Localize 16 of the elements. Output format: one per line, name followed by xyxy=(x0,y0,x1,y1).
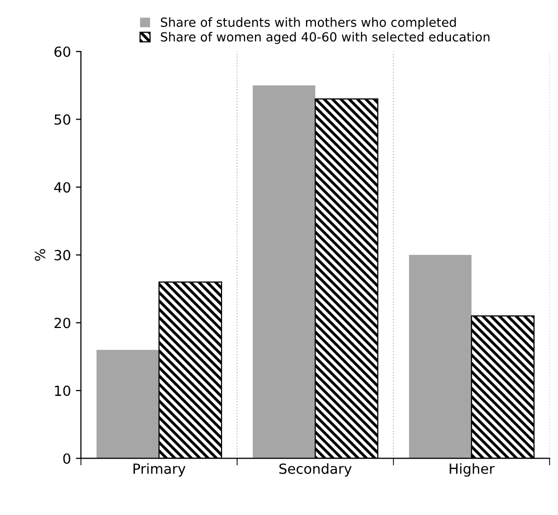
bar xyxy=(96,350,160,458)
bar xyxy=(409,254,472,458)
y-tick-label: 20 xyxy=(54,318,70,328)
legend-label: Share of women aged 40-60 with selected education xyxy=(160,32,490,44)
x-tick-label: Primary xyxy=(134,463,186,477)
x-tick-label: Higher xyxy=(450,463,495,477)
y-tick-label: 0 xyxy=(63,453,70,464)
y-axis-title: % xyxy=(34,249,46,261)
x-tick-label: Secondary xyxy=(279,463,352,477)
y-tick-label: 50 xyxy=(54,114,70,125)
y-tick-label: 10 xyxy=(55,386,70,396)
y-tick-label: 40 xyxy=(54,182,70,193)
y-tick-label: 60 xyxy=(54,46,70,57)
y-tick-label: 30 xyxy=(54,250,70,260)
legend-label: Share of students with mothers who completed xyxy=(160,17,456,30)
bar xyxy=(252,85,316,458)
